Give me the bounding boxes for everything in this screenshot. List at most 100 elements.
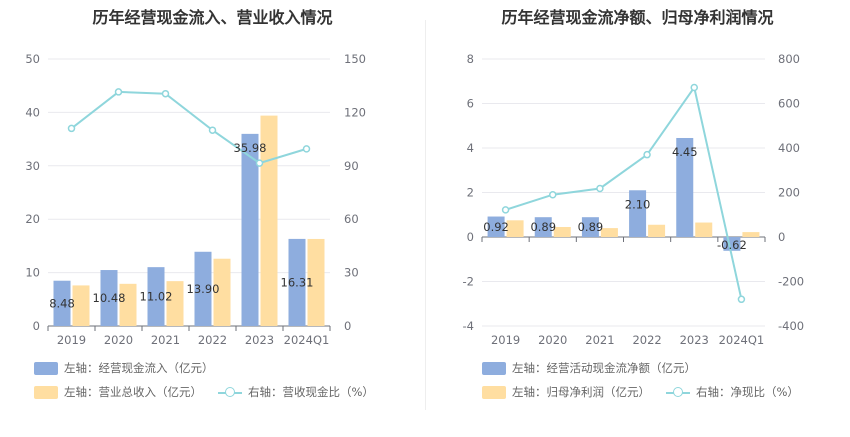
legend-item-bar1[interactable]: 左轴：经营现金流入（亿元） bbox=[34, 360, 214, 376]
data-label: 8.48 bbox=[49, 296, 75, 310]
bar-series1 bbox=[534, 217, 552, 237]
bar-series1 bbox=[147, 267, 165, 326]
data-label: -0.62 bbox=[717, 238, 747, 252]
y-left-tick-label: 8 bbox=[467, 52, 474, 66]
bar-series2 bbox=[648, 224, 666, 237]
y-left-tick-label: 30 bbox=[25, 159, 40, 173]
legend-swatch-bar1 bbox=[482, 361, 506, 375]
bar-series1 bbox=[100, 270, 118, 326]
data-label: 0.89 bbox=[578, 220, 604, 234]
legend-item-line[interactable]: 右轴：净现比（%） bbox=[666, 384, 799, 400]
bar-series1 bbox=[53, 280, 71, 326]
bar-series2 bbox=[72, 285, 90, 326]
x-tick-label: 2021 bbox=[585, 333, 614, 347]
bar-series2 bbox=[695, 222, 713, 237]
bar-series1 bbox=[487, 216, 505, 237]
bar-series1 bbox=[629, 190, 647, 237]
bar-series2 bbox=[260, 115, 278, 326]
bar-series1 bbox=[676, 137, 694, 237]
legend-label: 右轴：净现比（%） bbox=[696, 385, 799, 399]
line-point bbox=[596, 184, 604, 193]
bar-series2 bbox=[506, 220, 524, 237]
x-tick-label: 2019 bbox=[57, 333, 86, 347]
chart-title: 历年经营现金流净额、归母净利润情况 bbox=[501, 8, 774, 27]
chart-title: 历年经营现金流入、营业收入情况 bbox=[92, 8, 333, 27]
data-label: 0.89 bbox=[530, 220, 556, 234]
data-label: 16.31 bbox=[281, 275, 314, 289]
legend-swatch-bar2 bbox=[482, 385, 506, 399]
line-point bbox=[643, 150, 651, 159]
bar-series2 bbox=[166, 281, 184, 326]
bar-series1 bbox=[288, 238, 306, 326]
panel-divider bbox=[425, 20, 426, 410]
line-series bbox=[505, 85, 743, 300]
y-left-tick-label: 6 bbox=[467, 97, 474, 111]
y-right-tick-label: -400 bbox=[778, 319, 804, 333]
line-series bbox=[70, 90, 307, 165]
y-right-tick-label: 400 bbox=[778, 141, 800, 155]
bar-series2 bbox=[553, 226, 571, 237]
y-left-tick-label: -4 bbox=[463, 319, 474, 333]
data-label: 0.92 bbox=[483, 220, 509, 234]
x-tick-label: 2020 bbox=[104, 333, 133, 347]
y-right-tick-label: 150 bbox=[344, 52, 366, 66]
y-left-tick-label: -2 bbox=[463, 275, 474, 289]
y-right-tick-label: 0 bbox=[344, 319, 351, 333]
legend-swatch-line bbox=[666, 386, 690, 399]
legend-label: 左轴：归母净利润（亿元） bbox=[512, 385, 650, 399]
x-tick-label: 2021 bbox=[151, 333, 180, 347]
line-point bbox=[67, 124, 76, 133]
y-right-tick-label: 200 bbox=[778, 186, 800, 200]
x-tick-label: 2024Q1 bbox=[719, 333, 765, 347]
y-left-tick-label: 10 bbox=[25, 266, 40, 280]
y-left-tick-label: 2 bbox=[467, 186, 474, 200]
y-left-tick-label: 4 bbox=[467, 141, 474, 155]
y-left-tick-label: 0 bbox=[33, 319, 40, 333]
x-tick-label: 2023 bbox=[245, 333, 274, 347]
y-left-tick-label: 40 bbox=[25, 105, 40, 119]
bar-series1 bbox=[194, 251, 212, 326]
y-right-tick-label: 30 bbox=[344, 266, 359, 280]
line-point bbox=[255, 159, 264, 167]
bar-series2 bbox=[307, 238, 325, 326]
x-tick-label: 2019 bbox=[491, 333, 520, 347]
y-right-tick-label: 60 bbox=[344, 212, 359, 226]
line-point bbox=[302, 145, 311, 153]
y-right-tick-label: -200 bbox=[778, 275, 804, 289]
x-tick-label: 2022 bbox=[198, 333, 227, 347]
data-label: 13.90 bbox=[187, 282, 220, 296]
legend-label: 右轴：营收现金比（%） bbox=[248, 385, 374, 399]
line-point bbox=[690, 83, 698, 92]
y-right-tick-label: 800 bbox=[778, 52, 800, 66]
bar-series1 bbox=[241, 133, 259, 326]
bar-series2 bbox=[213, 258, 231, 326]
y-left-tick-label: 0 bbox=[467, 230, 474, 244]
line-point bbox=[737, 295, 746, 304]
bar-series2 bbox=[600, 228, 618, 237]
y-left-tick-label: 50 bbox=[25, 52, 40, 66]
line-point bbox=[208, 126, 217, 134]
right-chart-panel: 历年经营现金流净额、归母净利润情况 -4 -2 0 2 4 6 8 -400 -200 0 200 4… bbox=[425, 0, 850, 437]
x-tick-label: 2024Q1 bbox=[284, 333, 330, 347]
x-tick-label: 2023 bbox=[680, 333, 709, 347]
y-right-tick-label: 600 bbox=[778, 97, 800, 111]
legend-item-bar2[interactable]: 左轴：归母净利润（亿元） bbox=[482, 384, 650, 400]
legend-item-line[interactable]: 右轴：营收现金比（%） bbox=[218, 384, 374, 400]
x-tick-label: 2020 bbox=[538, 333, 567, 347]
legend-swatch-bar2 bbox=[34, 385, 58, 399]
data-label: 10.48 bbox=[93, 291, 126, 305]
bar-series2 bbox=[742, 232, 760, 237]
data-label: 4.45 bbox=[672, 145, 698, 159]
legend-item-bar1[interactable]: 左轴：经营活动现金流净额（亿元） bbox=[482, 360, 696, 376]
line-point bbox=[549, 190, 557, 199]
cash-inflow-revenue-chart: 0 10 20 30 40 50 0 30 60 90 120 150 2019 2020 2021 2022… bbox=[25, 52, 366, 347]
net-cashflow-profit-chart: -4 -2 0 2 4 6 8 -400 -200 0 200 400 600 800 2019 2020 20… bbox=[463, 52, 805, 347]
y-left-tick-label: 20 bbox=[25, 212, 40, 226]
legend-item-bar2[interactable]: 左轴：营业总收入（亿元） bbox=[34, 384, 202, 400]
data-label: 2.10 bbox=[625, 197, 651, 211]
data-label: 11.02 bbox=[140, 290, 173, 304]
left-chart-panel: 历年经营现金流入、营业收入情况 0 10 20 30 40 50 0 30 60 90 120 150… bbox=[25, 8, 374, 400]
y-right-tick-label: 0 bbox=[778, 230, 785, 244]
bar-series2 bbox=[119, 283, 137, 326]
y-right-tick-label: 90 bbox=[344, 159, 359, 173]
